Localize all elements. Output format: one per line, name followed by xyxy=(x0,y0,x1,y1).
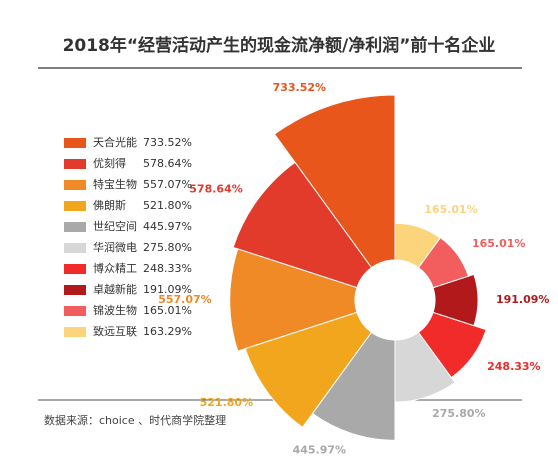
legend-label: 锦波生物 xyxy=(93,303,137,317)
legend-swatch xyxy=(64,285,86,295)
legend-value: 163.29% xyxy=(143,325,192,338)
data-label: 557.07% xyxy=(158,293,211,306)
legend-swatch xyxy=(64,306,86,316)
chart-title: 2018年“经营活动产生的现金流净额/净利润”前十名企业 xyxy=(63,35,496,56)
legend-label: 世纪空间 xyxy=(93,219,137,233)
legend-label: 优刻得 xyxy=(93,156,126,170)
rose-slice xyxy=(394,331,456,403)
rose-slice xyxy=(273,94,396,269)
legend-swatch xyxy=(64,327,86,337)
legend-value: 248.33% xyxy=(143,262,192,275)
legend-label: 特宝生物 xyxy=(93,177,137,191)
legend-swatch xyxy=(64,180,86,190)
source-note: 数据来源：choice 、时代商学院整理 xyxy=(44,413,226,427)
data-label: 248.33% xyxy=(487,360,540,373)
legend-swatch xyxy=(64,138,86,148)
rose-slice xyxy=(311,331,396,441)
legend-label: 卓越新能 xyxy=(93,282,137,296)
legend-swatch xyxy=(64,201,86,211)
legend-value: 191.09% xyxy=(143,283,192,296)
legend-label: 佛朗斯 xyxy=(93,199,126,212)
data-label: 275.80% xyxy=(432,407,485,420)
data-label: 521.80% xyxy=(200,396,253,409)
legend-label: 华润微电 xyxy=(93,240,137,254)
rose-slice xyxy=(417,311,487,379)
legend-swatch xyxy=(64,264,86,274)
data-label: 445.97% xyxy=(293,444,346,457)
legend-value: 733.52% xyxy=(143,136,192,149)
legend-label: 天合光能 xyxy=(93,135,137,149)
legend-label: 博众精工 xyxy=(93,262,137,275)
legend-value: 521.80% xyxy=(143,199,192,212)
rose-slice xyxy=(229,248,358,352)
rose-slice xyxy=(394,222,441,269)
legend-value: 165.01% xyxy=(143,304,192,317)
legend-label: 致远互联 xyxy=(93,324,137,338)
rose-slice xyxy=(432,273,479,327)
data-label: 165.01% xyxy=(472,237,525,250)
data-label: 578.64% xyxy=(189,182,242,195)
rose-slice xyxy=(244,311,373,429)
legend-value: 275.80% xyxy=(143,241,192,254)
rose-slice xyxy=(232,161,373,289)
data-label: 191.09% xyxy=(496,293,549,306)
data-label: 733.52% xyxy=(273,81,326,94)
legend-value: 557.07% xyxy=(143,178,192,191)
legend-swatch xyxy=(64,159,86,169)
legend-value: 445.97% xyxy=(143,220,192,233)
legend-swatch xyxy=(64,243,86,253)
legend-swatch xyxy=(64,222,86,232)
legend-value: 578.64% xyxy=(143,157,192,170)
data-label: 165.01% xyxy=(424,203,477,216)
